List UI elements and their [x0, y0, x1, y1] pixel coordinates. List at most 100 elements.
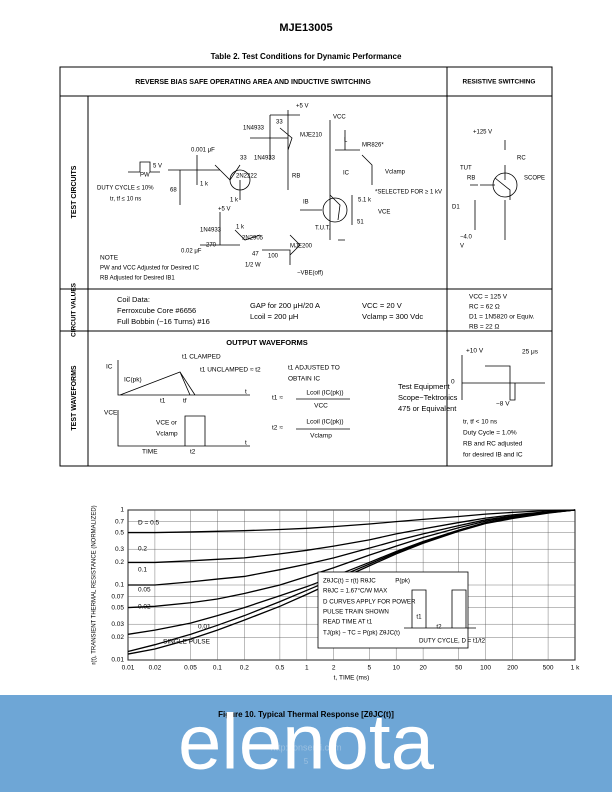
y-tick-label: 0.03	[111, 621, 124, 628]
waveform-label: 0	[451, 379, 455, 386]
circuit-label: 100	[268, 254, 279, 260]
series-label: 0.05	[138, 587, 151, 594]
circuit-label: 5.1 k	[358, 198, 372, 204]
waveform-label: RB and RC adjusted	[463, 441, 523, 448]
chart-annotation: TJ(pk) − TC = P(pk) ZθJC(t)	[323, 630, 400, 637]
waveform-label: Lcoil (IC(pk))	[306, 390, 343, 397]
series-line	[128, 509, 576, 564]
waveform-sketch	[117, 355, 545, 447]
circuit-label: NOTE	[100, 255, 119, 262]
waveform-label: OUTPUT WAVEFORMS	[226, 338, 308, 347]
table-caption: Table 2. Test Conditions for Dynamic Per…	[211, 52, 402, 61]
circuit-value: RB = 22 Ω	[469, 324, 499, 331]
circuit-label: 1 k	[236, 225, 245, 231]
series-label: 0.01	[198, 624, 211, 631]
waveform-label: t1 ADJUSTED TO	[288, 365, 340, 372]
waveform-label: +10 V	[466, 348, 484, 355]
circuit-label: 1N4933	[200, 228, 222, 234]
circuit-label: +125 V	[473, 130, 492, 136]
waveform-label: Test Equipment	[398, 382, 451, 391]
circuit-label: 1 k	[230, 198, 239, 204]
waveform-label: Duty Cycle = 1.0%	[463, 430, 517, 437]
waveform-label: for desired IB and IC	[463, 452, 523, 459]
circuit-label: L	[344, 138, 348, 144]
figure-caption: Figure 10. Typical Thermal Response [ZθJ…	[218, 710, 394, 719]
page-number: 5	[304, 757, 309, 766]
circuit-label: *SELECTED FOR ≥ 1 kV	[375, 190, 442, 196]
x-tick-label: 0.01	[122, 665, 135, 672]
circuit-label: +5 V	[296, 104, 309, 110]
circuit-label: MJE200	[290, 244, 313, 250]
circuit-value: VCC = 125 V	[469, 294, 508, 301]
circuit-value: D1 = 1N5820 or Equiv.	[469, 314, 535, 321]
circuit-label: tr, tf ≤ 10 ns	[110, 197, 141, 203]
circuit-label: MJE210	[300, 133, 323, 139]
chart-annotation: t1	[416, 614, 422, 621]
circuit-label: 33	[240, 156, 247, 162]
waveform-label: Lcoil (IC(pk))	[306, 419, 343, 426]
waveform-label: t	[245, 440, 247, 447]
circuit-label: 1 k	[200, 182, 209, 188]
circuit-label: IC	[343, 171, 350, 177]
x-tick-label: 500	[543, 665, 554, 672]
waveform-label: t2	[190, 449, 196, 456]
x-tick-label: 1 k	[571, 665, 580, 672]
y-tick-label: 0.2	[115, 559, 124, 566]
series-label: D = 0.5	[138, 520, 160, 527]
column-header: RESISTIVE SWITCHING	[463, 79, 536, 86]
circuit-label: −4.0	[460, 235, 473, 241]
waveform-label: IC	[106, 364, 113, 371]
x-tick-label: 20	[419, 665, 427, 672]
x-tick-label: 5	[367, 665, 371, 672]
waveform-label: TIME	[142, 449, 158, 456]
waveform-label: t2 ≈	[272, 425, 283, 432]
waveform-label: VCE or	[156, 420, 178, 427]
chart-annotation: P(pk)	[395, 578, 410, 585]
y-tick-label: 0.1	[115, 582, 124, 589]
pulse-diagram	[404, 589, 476, 629]
series-label: 0.2	[138, 546, 147, 553]
y-tick-label: 0.05	[111, 604, 124, 611]
waveform-label: Vclamp	[310, 433, 332, 440]
row-header: CIRCUIT VALUES	[71, 282, 78, 337]
x-tick-label: 0.02	[149, 665, 162, 672]
waveform-label: −8 V	[496, 401, 510, 408]
series-label: SINGLE PULSE	[163, 639, 211, 646]
waveform-label: t1 ≈	[272, 395, 283, 402]
circuit-label: RC	[517, 156, 526, 162]
x-tick-label: 0.05	[184, 665, 197, 672]
waveform-label: 475 or Equivalent	[398, 404, 457, 413]
x-tick-label: 50	[455, 665, 463, 672]
circuit-label: TUT	[460, 166, 472, 172]
series-label: 0.1	[138, 567, 147, 574]
row-header: TEST CIRCUITS	[71, 165, 78, 218]
series-line	[128, 509, 576, 534]
series-label: 0.02	[138, 604, 151, 611]
circuit-label: IB	[303, 200, 309, 206]
y-tick-label: 0.7	[115, 518, 124, 525]
circuit-schematic	[128, 110, 518, 265]
circuit-label: +5 V	[218, 207, 231, 213]
circuit-label: 2N2905	[242, 236, 264, 242]
circuit-label: RB	[292, 174, 300, 180]
waveform-label: t	[245, 389, 247, 396]
waveform-label: 25 μs	[522, 349, 539, 356]
table-frame	[59, 66, 553, 467]
waveform-label: t1 UNCLAMPED ≈ t2	[200, 367, 261, 374]
circuit-value: Lcoil = 200 μH	[250, 312, 298, 321]
circuit-label: MR826*	[362, 143, 384, 149]
circuit-label: RB Adjusted for Desired IB1	[100, 276, 175, 282]
circuit-label: SCOPE	[524, 176, 545, 182]
x-tick-label: 200	[507, 665, 518, 672]
waveform-label: Scope−Tektronics	[398, 393, 458, 402]
row-header: TEST WAVEFORMS	[71, 365, 78, 431]
x-tick-label: 0.1	[213, 665, 222, 672]
chart-annotation: D CURVES APPLY FOR POWER	[323, 599, 416, 606]
series-line	[128, 509, 576, 586]
column-header: REVERSE BIAS SAFE OPERATING AREA AND IND…	[135, 79, 371, 86]
circuit-label: −VBE(off)	[297, 271, 323, 277]
circuit-label: 47	[252, 252, 259, 258]
chart-annotation: DUTY CYCLE, D = t1/t2	[419, 638, 486, 645]
circuit-label: V	[460, 244, 464, 250]
